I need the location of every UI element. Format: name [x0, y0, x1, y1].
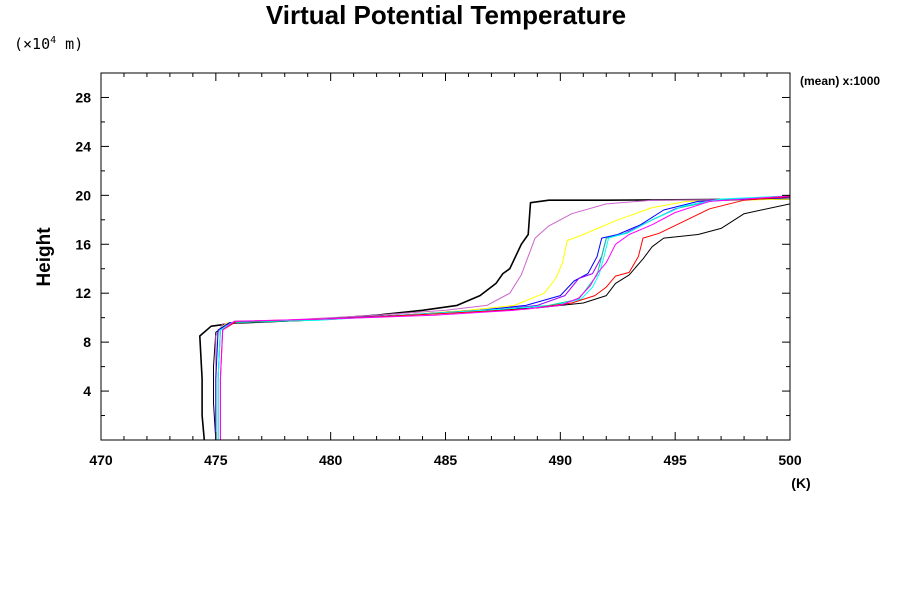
y-tick-label: 28 [75, 89, 91, 105]
x-tick-label: 490 [549, 452, 573, 468]
x-tick-label: 480 [319, 452, 343, 468]
y-axis-label: Height [34, 227, 55, 287]
y-unit-label: (×104 m) [14, 35, 83, 53]
y-tick-label: 24 [75, 138, 91, 154]
plot-frame [100, 72, 791, 441]
y-tick-label: 20 [75, 187, 91, 203]
x-tick-label: 500 [778, 452, 802, 468]
y-unit-open: (×10 [14, 35, 50, 53]
x-axis-label: (K) [791, 475, 810, 491]
y-unit-close: m) [56, 35, 83, 53]
mean-annotation: (mean) x:1000 [800, 74, 880, 88]
x-tick-label: 470 [89, 452, 113, 468]
chart-title: Virtual Potential Temperature [266, 0, 626, 30]
y-tick-label: 4 [83, 383, 91, 399]
series-line-5 [215, 197, 791, 440]
series-line-1 [199, 198, 791, 441]
x-tick-label: 475 [204, 452, 228, 468]
x-tick-label: 485 [434, 452, 458, 468]
y-unit-exponent: 4 [50, 35, 56, 46]
y-tick-label: 8 [83, 334, 91, 350]
x-tick-label: 495 [663, 452, 687, 468]
series-line-2 [213, 203, 791, 441]
axis-layer: 470 475 480 485 490 495 500 4 8 12 16 20 24 28 [75, 73, 802, 468]
series-layer [199, 195, 791, 441]
y-tick-label: 12 [75, 285, 91, 301]
y-tick-label: 16 [75, 236, 91, 252]
series-line-10 [219, 195, 791, 440]
series-line-4 [215, 198, 791, 440]
